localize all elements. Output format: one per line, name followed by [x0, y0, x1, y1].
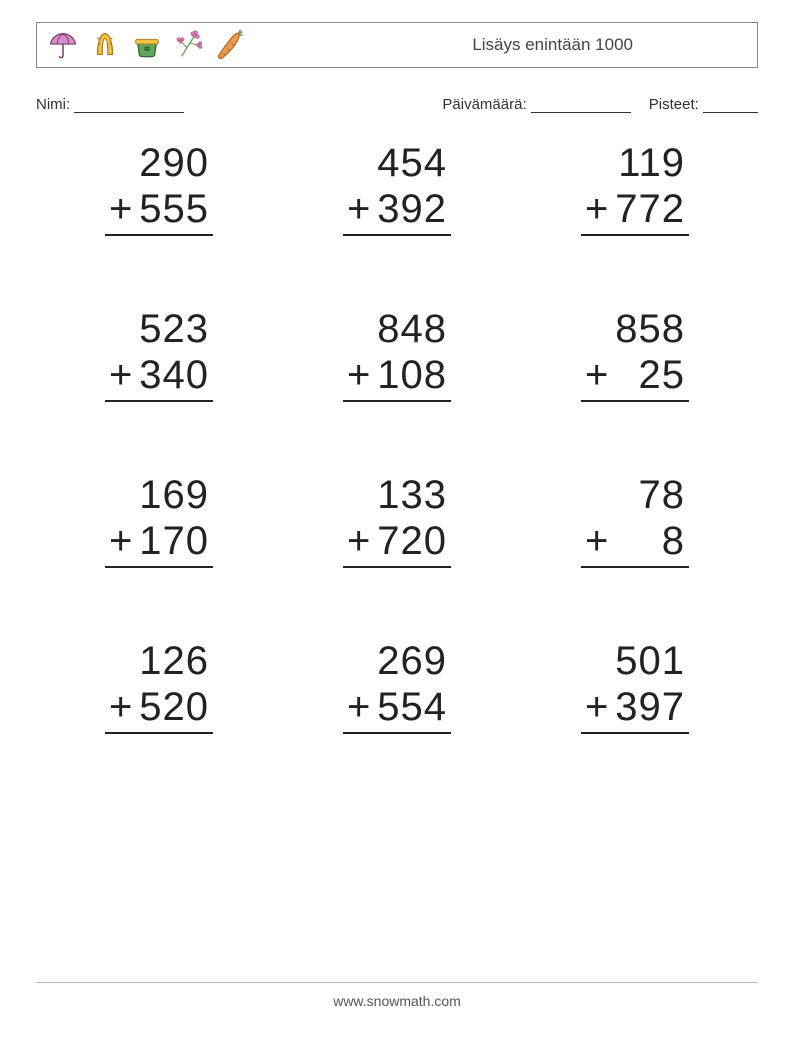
footer-text: www.snowmath.com — [0, 993, 794, 1009]
date-blank[interactable] — [531, 112, 631, 113]
top-number: 848 — [343, 306, 451, 352]
top-number: 523 — [105, 306, 213, 352]
date-label: Päivämäärä: — [442, 96, 526, 113]
bottom-number: 108 — [371, 352, 447, 398]
problem: 269 +554 — [298, 638, 496, 734]
operator: + — [347, 518, 371, 564]
header-box: Lisäys enintään 1000 — [36, 22, 758, 68]
operator: + — [109, 186, 133, 232]
bottom-number: 8 — [609, 518, 685, 564]
problems-grid: 290 +555 454 +392 119 +772 523 +340 848 … — [60, 140, 734, 734]
operator: + — [585, 684, 609, 730]
problem: 119 +772 — [536, 140, 734, 236]
operator: + — [109, 518, 133, 564]
operator: + — [347, 684, 371, 730]
bottom-number: 340 — [133, 352, 209, 398]
name-blank[interactable] — [74, 112, 184, 113]
problem: 848 +108 — [298, 306, 496, 402]
operator: + — [109, 352, 133, 398]
score-field: Pisteet: — [649, 96, 758, 113]
operator: + — [347, 352, 371, 398]
problem: 501 +397 — [536, 638, 734, 734]
operator: + — [109, 684, 133, 730]
problem: 290 +555 — [60, 140, 258, 236]
operator: + — [347, 186, 371, 232]
bottom-number: 25 — [609, 352, 685, 398]
operator: + — [585, 352, 609, 398]
carrot-icon — [213, 27, 249, 63]
info-row: Nimi: Päivämäärä: Pisteet: — [36, 96, 758, 113]
top-number: 858 — [581, 306, 689, 352]
name-label: Nimi: — [36, 96, 70, 113]
score-label: Pisteet: — [649, 96, 699, 113]
problem: 126 +520 — [60, 638, 258, 734]
bottom-number: 554 — [371, 684, 447, 730]
problem: 133 +720 — [298, 472, 496, 568]
problem: 523 +340 — [60, 306, 258, 402]
top-number: 126 — [105, 638, 213, 684]
score-blank[interactable] — [703, 112, 758, 113]
horseshoe-icon — [87, 27, 123, 63]
problem: 858 +25 — [536, 306, 734, 402]
operator: + — [585, 186, 609, 232]
umbrella-icon — [45, 27, 81, 63]
footer-divider — [36, 982, 758, 983]
problem: 169 +170 — [60, 472, 258, 568]
header-icons — [45, 27, 249, 63]
top-number: 269 — [343, 638, 451, 684]
flower-icon — [171, 27, 207, 63]
top-number: 78 — [581, 472, 689, 518]
name-field: Nimi: — [36, 96, 184, 113]
problem: 454 +392 — [298, 140, 496, 236]
date-field: Päivämäärä: — [442, 96, 630, 113]
top-number: 501 — [581, 638, 689, 684]
bottom-number: 392 — [371, 186, 447, 232]
bottom-number: 720 — [371, 518, 447, 564]
top-number: 290 — [105, 140, 213, 186]
top-number: 169 — [105, 472, 213, 518]
worksheet-title: Lisäys enintään 1000 — [472, 35, 743, 55]
pot-icon — [129, 27, 165, 63]
top-number: 119 — [581, 140, 689, 186]
top-number: 454 — [343, 140, 451, 186]
top-number: 133 — [343, 472, 451, 518]
bottom-number: 520 — [133, 684, 209, 730]
bottom-number: 170 — [133, 518, 209, 564]
bottom-number: 397 — [609, 684, 685, 730]
bottom-number: 772 — [609, 186, 685, 232]
problem: 78 +8 — [536, 472, 734, 568]
bottom-number: 555 — [133, 186, 209, 232]
operator: + — [585, 518, 609, 564]
